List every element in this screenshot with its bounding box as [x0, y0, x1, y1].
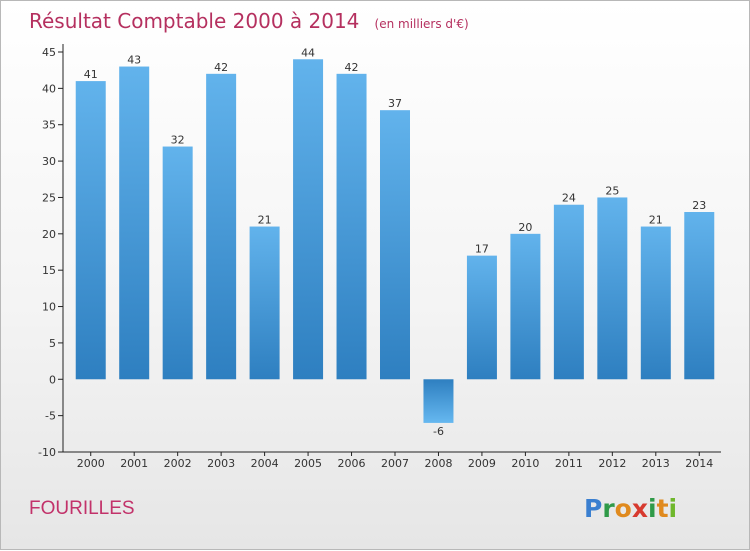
x-tick-label-2011: 2011 — [555, 457, 583, 470]
bar-2008 — [423, 379, 454, 423]
y-tick-label: 25 — [42, 191, 56, 204]
data-label-2004: 21 — [258, 214, 272, 227]
bar-2012 — [597, 197, 628, 380]
bar-2007 — [380, 110, 410, 380]
x-tick-label-2002: 2002 — [164, 457, 192, 470]
bar-2003 — [206, 73, 237, 380]
y-tick-label: 35 — [42, 119, 56, 132]
x-tick-label-2009: 2009 — [468, 457, 496, 470]
x-tick-label-2004: 2004 — [251, 457, 279, 470]
logo-letter: i — [669, 494, 678, 523]
chart-title-main: Résultat Comptable 2000 à 2014 — [29, 9, 359, 33]
proxiti-logo: Proxiti — [584, 494, 677, 523]
bar-2014 — [684, 212, 715, 380]
y-tick-label: -10 — [38, 446, 56, 459]
data-label-2006: 42 — [345, 61, 359, 74]
y-tick-label: 0 — [49, 373, 56, 386]
data-label-2009: 17 — [475, 243, 489, 256]
y-tick-label: 10 — [42, 301, 56, 314]
x-tick-label-2013: 2013 — [642, 457, 670, 470]
x-tick-label-2010: 2010 — [511, 457, 539, 470]
x-tick-label-2003: 2003 — [207, 457, 235, 470]
data-label-2013: 21 — [649, 214, 663, 227]
data-label-2008: -6 — [433, 425, 444, 438]
data-label-2012: 25 — [605, 184, 619, 197]
bar-2010 — [510, 233, 541, 380]
y-tick-label: 40 — [42, 82, 56, 95]
bars-group: 41 43 32 42 21 44 42 37 -6 17 20 24 25 21 23 — [75, 46, 715, 438]
y-tick-label: 45 — [42, 46, 56, 59]
data-label-2001: 43 — [127, 54, 141, 67]
data-label-2014: 23 — [692, 199, 706, 212]
data-label-2002: 32 — [171, 134, 185, 147]
y-tick-label: 5 — [49, 337, 56, 350]
bar-2001 — [119, 66, 150, 380]
x-tick-label-2006: 2006 — [338, 457, 366, 470]
y-axis-ticks: -10 -5 0 5 10 15 20 25 30 35 40 45 — [38, 46, 63, 459]
x-tick-label-2001: 2001 — [120, 457, 148, 470]
y-tick-label: -5 — [45, 410, 56, 423]
logo-letter: o — [615, 494, 632, 523]
bar-2005 — [293, 59, 324, 380]
bar-2011 — [553, 204, 584, 380]
data-label-2003: 42 — [214, 61, 228, 74]
bar-2004 — [249, 226, 280, 380]
data-label-2011: 24 — [562, 192, 576, 205]
x-tick-label-2014: 2014 — [685, 457, 713, 470]
data-label-2000: 41 — [84, 68, 98, 81]
y-tick-label: 15 — [42, 264, 56, 277]
data-label-2010: 20 — [518, 221, 532, 234]
bar-2013 — [640, 226, 671, 380]
x-tick-label-2007: 2007 — [381, 457, 409, 470]
logo-letter: i — [648, 494, 657, 523]
chart-title: Résultat Comptable 2000 à 2014 (en milli… — [29, 9, 469, 33]
x-tick-label-2012: 2012 — [598, 457, 626, 470]
data-label-2005: 44 — [301, 46, 315, 59]
bar-2009 — [466, 255, 497, 380]
bar-2002 — [162, 146, 193, 380]
y-tick-label: 20 — [42, 228, 56, 241]
logo-letter: t — [657, 494, 669, 523]
x-tick-label-2000: 2000 — [77, 457, 105, 470]
bar-2000 — [75, 81, 106, 380]
logo-letter: x — [632, 494, 648, 523]
commune-name: FOURILLES — [29, 498, 135, 519]
x-tick-label-2008: 2008 — [424, 457, 452, 470]
bar-2006 — [336, 73, 367, 380]
x-axis-ticks: 2000 2001 2002 2003 2004 2005 2006 2007 2008 2009… — [77, 452, 713, 470]
logo-letter: r — [602, 494, 615, 523]
data-label-2007: 37 — [388, 97, 402, 110]
logo-letter: P — [584, 494, 602, 523]
x-tick-label-2005: 2005 — [294, 457, 322, 470]
y-tick-label: 30 — [42, 155, 56, 168]
chart-title-unit: (en milliers d'€) — [375, 17, 469, 31]
